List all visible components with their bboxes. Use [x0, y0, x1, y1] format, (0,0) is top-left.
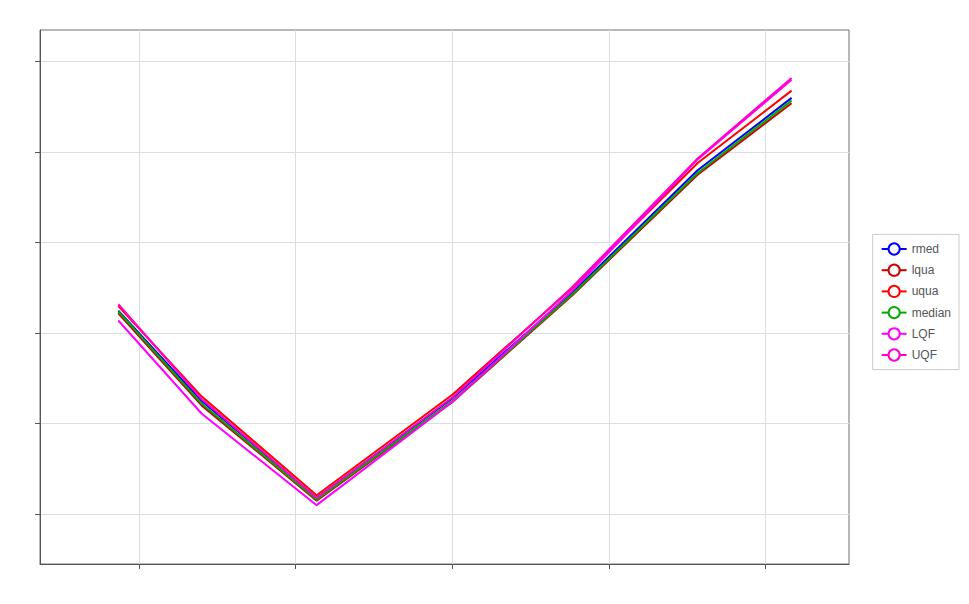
svg-text:median: median	[912, 306, 951, 320]
svg-text:uqua: uqua	[912, 284, 939, 298]
svg-text:rmed: rmed	[912, 242, 939, 256]
svg-text:UQF: UQF	[912, 348, 937, 362]
svg-text:lqua: lqua	[912, 263, 935, 277]
svg-text:LQF: LQF	[912, 327, 935, 341]
